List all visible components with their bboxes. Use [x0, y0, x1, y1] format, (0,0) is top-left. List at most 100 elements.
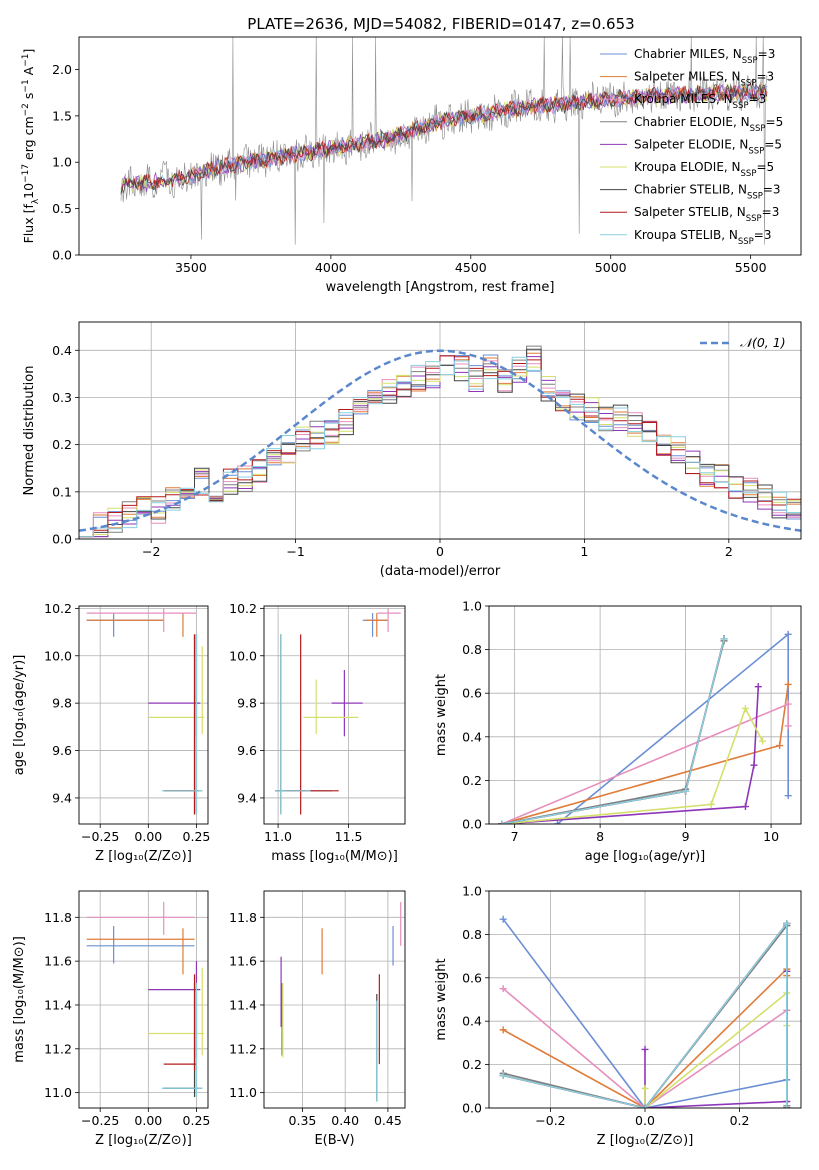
y-tick-label: 0.2 [462, 773, 482, 788]
x-tick-label: 11.5 [335, 829, 363, 844]
x-tick-label: 0.40 [331, 1113, 359, 1128]
y-tick-label: 9.8 [52, 696, 72, 711]
y-tick-label: 0.5 [52, 201, 72, 216]
weight-marker-kroupa-miles [784, 722, 792, 730]
weight-marker-kroupa-elodie [641, 1084, 649, 1092]
x-tick-label: −1 [286, 544, 304, 559]
y-tick-label: 11.8 [229, 910, 257, 925]
weight-marker-kroupa-stelib [783, 1104, 791, 1108]
spectrum-legend: Chabrier MILES, NSSP=3 Salpeter MILES, NS… [600, 47, 783, 247]
x-axis-label: Z [log₁₀(Z/Z⊙)] [95, 1133, 192, 1148]
x-axis-label: (data-model)/error [380, 564, 501, 579]
weight-marker-kroupa-stelib [720, 635, 728, 643]
spectrum-line-chabrier-stelib [120, 84, 768, 195]
weight-marker-salpeter-miles [784, 680, 792, 688]
age-vs-mass-panel: 11.0 11.5 9.4 9.6 9.8 10.0 10.2 mass [log₁₀(M/M… [229, 601, 406, 864]
x-tick-label: 11.0 [264, 829, 292, 844]
axes-frame [263, 605, 406, 825]
x-tick-label: 4000 [315, 260, 347, 275]
weight-marker-salpeter-elodie [754, 683, 762, 691]
x-axis-label: age [log₁₀(age/yr)] [585, 849, 706, 864]
weight-line-kroupa-elodie [644, 991, 788, 1108]
y-tick-label: 10.2 [229, 601, 257, 616]
y-tick-label: 0.0 [52, 532, 72, 547]
weight-line-chabrier-elodie [501, 640, 725, 824]
axes-frame [78, 321, 802, 540]
x-tick-label: 2 [725, 544, 733, 559]
weight-marker-chabrier-miles [784, 630, 792, 638]
axes-frame [78, 605, 209, 825]
weight-marker-kroupa-miles [784, 700, 792, 708]
y-tick-label: 1.0 [462, 599, 482, 614]
y-tick-label: 10.0 [229, 648, 257, 663]
y-tick-label: 0.4 [462, 729, 482, 744]
y-tick-label: 0.8 [462, 927, 482, 942]
legend-label: Salpeter STELIB, NSSP=3 [634, 205, 779, 224]
y-tick-label: 0.1 [52, 484, 72, 499]
weight-marker-kroupa-miles [499, 985, 507, 993]
weight-line-chabrier-miles [556, 632, 789, 824]
weight-line-kroupa-elodie [501, 706, 764, 824]
x-tick-label: 0.25 [183, 1113, 211, 1128]
histogram-kroupa-stelib [79, 356, 801, 539]
age-vs-Z-panel: −0.25 0.00 0.25 9.4 9.6 9.8 10.0 10.2 Z [log₁₀(Z… [12, 601, 210, 864]
weight-marker-salpeter-miles [499, 1026, 507, 1034]
y-tick-label: 11.0 [229, 1085, 257, 1100]
y-tick-label: 0.8 [462, 642, 482, 657]
legend-label: Salpeter ELODIE, NSSP=5 [634, 137, 782, 156]
spectrum-panel: 3500 4000 4500 5000 5500 0.0 0.5 1.0 1.5 2.0 wavel… [21, 36, 802, 295]
y-tick-label: 0.2 [52, 437, 72, 452]
y-tick-label: 0.0 [52, 248, 72, 263]
y-tick-label: 0.0 [462, 817, 482, 832]
weight-marker-kroupa-stelib [499, 1071, 507, 1079]
y-tick-label: 9.8 [237, 696, 257, 711]
y-axis-label: mass weight [434, 958, 449, 1040]
x-tick-label: 0 [436, 544, 444, 559]
y-tick-label: 0.6 [462, 970, 482, 985]
legend-label: Kroupa MILES, NSSP=3 [634, 92, 766, 111]
x-axis-label: E(B-V) [314, 1133, 354, 1148]
x-tick-label: 4500 [455, 260, 487, 275]
weight-marker-salpeter-miles [776, 742, 784, 750]
x-tick-label: −0.2 [535, 1113, 565, 1128]
x-axis-label: wavelength [Angstrom, rest frame] [326, 280, 555, 295]
y-tick-label: 0.4 [52, 343, 72, 358]
x-axis-label: Z [log₁₀(Z/Z⊙)] [597, 1133, 694, 1148]
y-tick-label: 11.8 [44, 910, 72, 925]
y-tick-label: 0.4 [462, 1014, 482, 1029]
weight-line-kroupa-miles [502, 987, 788, 1108]
legend-label: Kroupa STELIB, NSSP=3 [634, 228, 772, 247]
y-tick-label: 11.0 [44, 1085, 72, 1100]
x-tick-label: 0.25 [183, 829, 211, 844]
weight-marker-chabrier-miles [553, 820, 561, 824]
legend-label: Kroupa ELODIE, NSSP=5 [634, 160, 774, 179]
x-tick-label: 5000 [595, 260, 627, 275]
mass-weight-vs-age-panel: 7 8 9 10 0.0 0.2 0.4 0.6 0.8 1.0 age [log₁₀(age/yr… [434, 599, 802, 864]
y-tick-label: 11.4 [229, 997, 257, 1012]
weight-marker-salpeter-elodie [750, 761, 758, 769]
y-axis-label: mass [log₁₀(M/M⊙)] [12, 936, 27, 1063]
x-tick-label: 9 [682, 829, 690, 844]
x-tick-label: 0.35 [289, 1113, 317, 1128]
weight-line-salpeter-elodie [501, 686, 760, 824]
y-axis-label: mass weight [434, 674, 449, 756]
y-tick-label: 9.6 [237, 743, 257, 758]
residuals-panel: −2 −1 0 1 2 0.0 0.1 0.2 0.3 0.4 (data-model)/error… [22, 321, 802, 579]
gaussian-curve [79, 349, 801, 532]
y-tick-label: 2.0 [52, 62, 72, 77]
mass-vs-Z-panel: −0.25 0.00 0.25 11.0 11.2 11.4 11.6 11.8 Z [log₁… [12, 890, 211, 1148]
axes-frame [488, 890, 802, 1109]
x-tick-label: 0.0 [635, 1113, 655, 1128]
weight-marker-kroupa-stelib [641, 1104, 649, 1108]
weight-line-kroupa-stelib [503, 921, 788, 1108]
y-tick-label: 0.3 [52, 390, 72, 405]
y-axis-label: age [log₁₀(age/yr)] [12, 655, 27, 776]
axes-frame [263, 890, 406, 1109]
axes-frame [488, 605, 802, 825]
legend-label: Chabrier MILES, NSSP=3 [634, 47, 775, 66]
weight-marker-kroupa-stelib [783, 920, 791, 928]
x-axis-label: mass [log₁₀(M/M⊙)] [271, 849, 398, 864]
y-tick-label: 9.4 [52, 790, 72, 805]
y-axis-label: Normed distribution [22, 366, 37, 496]
